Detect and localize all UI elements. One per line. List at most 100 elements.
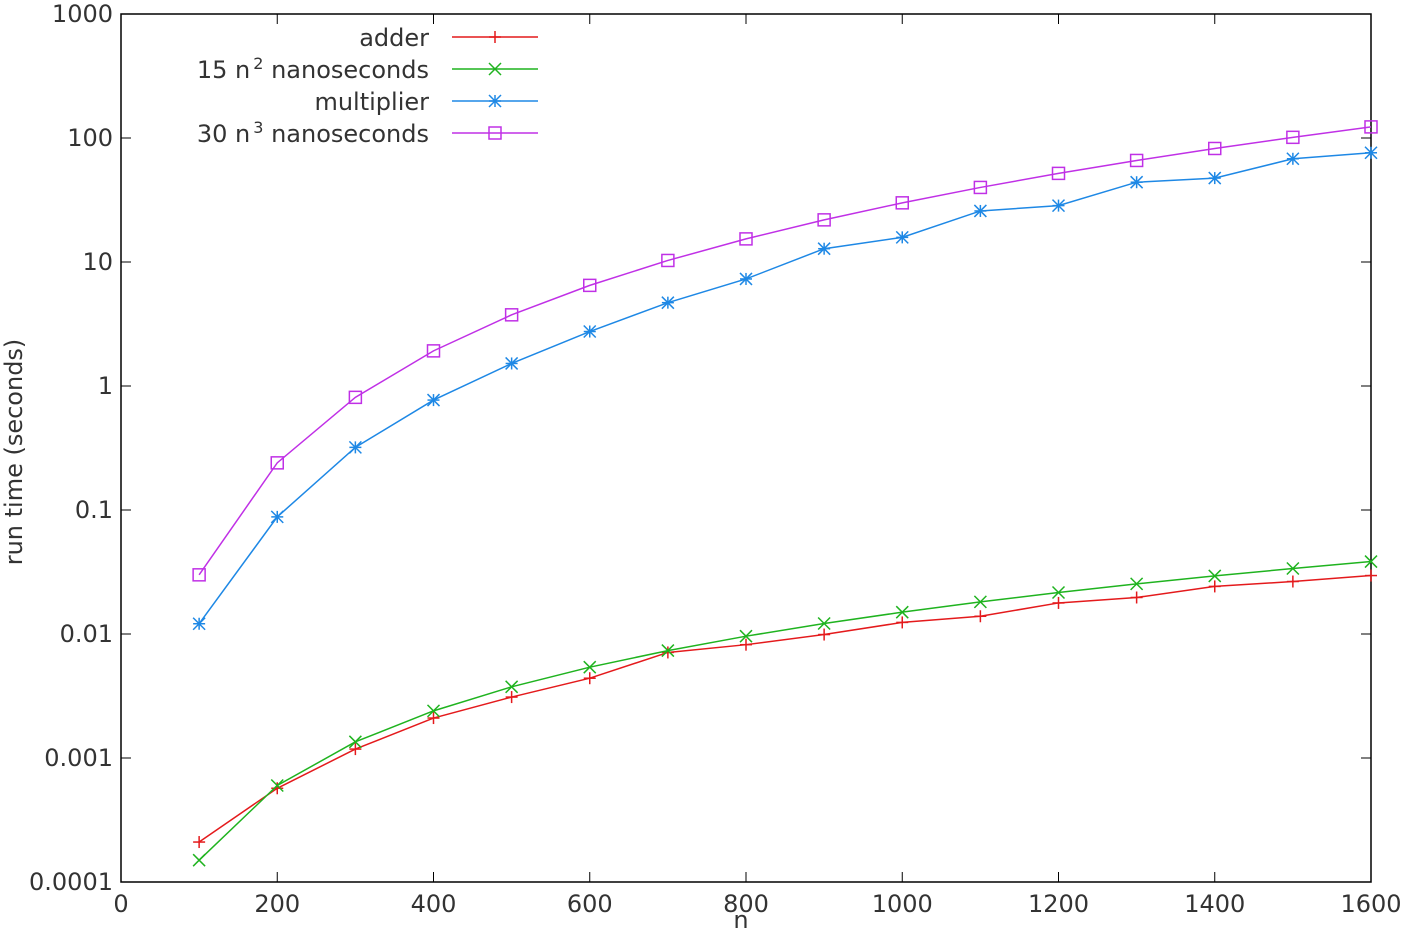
series-line [198,126,1372,576]
data-point [973,595,987,609]
data-point [817,616,831,631]
data-point [661,253,675,268]
data-point [192,568,206,582]
data-point [426,704,441,718]
data-point [348,440,362,454]
data-point [1052,596,1065,609]
data-point [426,344,441,358]
data-point [1364,555,1378,569]
x-tick-label: 600 [567,890,613,918]
data-point [1286,152,1300,166]
data-point [583,672,596,685]
data-point [1208,580,1221,593]
x-tick-label: 200 [254,890,300,918]
data-point [973,180,988,195]
data-point [348,390,363,405]
data-point [505,680,519,694]
data-point [739,272,753,286]
x-tick-label: 800 [723,890,769,918]
data-point [192,853,206,867]
data-point [1365,569,1377,582]
data-point [1286,561,1300,576]
y-tick-label: 0.1 [75,496,113,524]
x-tick-label: 0 [113,890,128,918]
legend-label: adder [359,24,429,52]
series-line [198,574,1372,843]
data-point [270,456,284,470]
series-plus [193,569,1377,849]
data-point [1364,146,1378,160]
data-point [1208,569,1222,583]
y-tick-label: 10 [82,248,113,276]
data-point [895,196,909,210]
data-point [817,213,831,227]
data-point [583,324,597,339]
data-point [661,296,675,310]
data-point [583,660,597,674]
x-axis-label: n [733,906,748,930]
x-tick-label: 1000 [872,890,933,918]
series-cross [192,555,1378,867]
data-point [1364,120,1378,134]
data-point [661,646,674,659]
y-tick-label: 1000 [52,0,113,28]
data-point [1208,171,1222,185]
data-point [1286,130,1300,145]
data-point [1208,141,1222,156]
series-layer [192,120,1378,867]
y-tick-label: 0.01 [60,620,113,648]
series-square [192,120,1378,582]
data-point [1051,166,1066,181]
x-tick-label: 1600 [1340,890,1401,918]
data-point [488,94,502,108]
data-point [193,836,206,849]
data-point [974,610,987,623]
x-tick-label: 1400 [1184,890,1245,918]
data-point [488,62,502,76]
y-tick-label: 0.001 [44,744,113,772]
y-tick-label: 1 [98,372,113,400]
data-point [1130,175,1144,189]
data-point [426,393,441,407]
data-point [739,232,753,246]
data-point [817,242,831,256]
data-point [1286,575,1299,588]
data-point [1129,153,1144,168]
data-point [504,308,519,322]
data-point [1051,199,1066,213]
data-point [740,638,752,651]
data-point [818,628,831,641]
y-tick-label: 0.0001 [29,868,113,896]
data-point [895,605,909,619]
data-point [270,778,284,793]
data-point [348,735,362,749]
data-point [505,691,518,704]
x-tick-label: 1200 [1028,890,1089,918]
series-line [198,560,1372,861]
data-point [896,616,909,629]
series-line [198,152,1372,625]
data-point [661,644,675,658]
data-point [739,629,753,643]
data-point [270,510,284,524]
data-point [489,31,501,43]
data-point [1130,591,1143,604]
data-point [192,617,206,631]
series-star [192,146,1378,631]
legend-entry: adder [359,24,538,52]
data-point [895,230,909,244]
legend-entry: multiplier [314,88,538,116]
y-axis-label: run time (seconds) [0,339,28,566]
axis-ticks: 0 200 400 600 800 1000 1200 1400 1600 0.0001 0.001… [29,0,1401,918]
data-point [427,712,440,725]
data-point [973,204,987,218]
data-point [505,356,519,370]
data-point [349,743,362,756]
data-point [1051,585,1066,600]
